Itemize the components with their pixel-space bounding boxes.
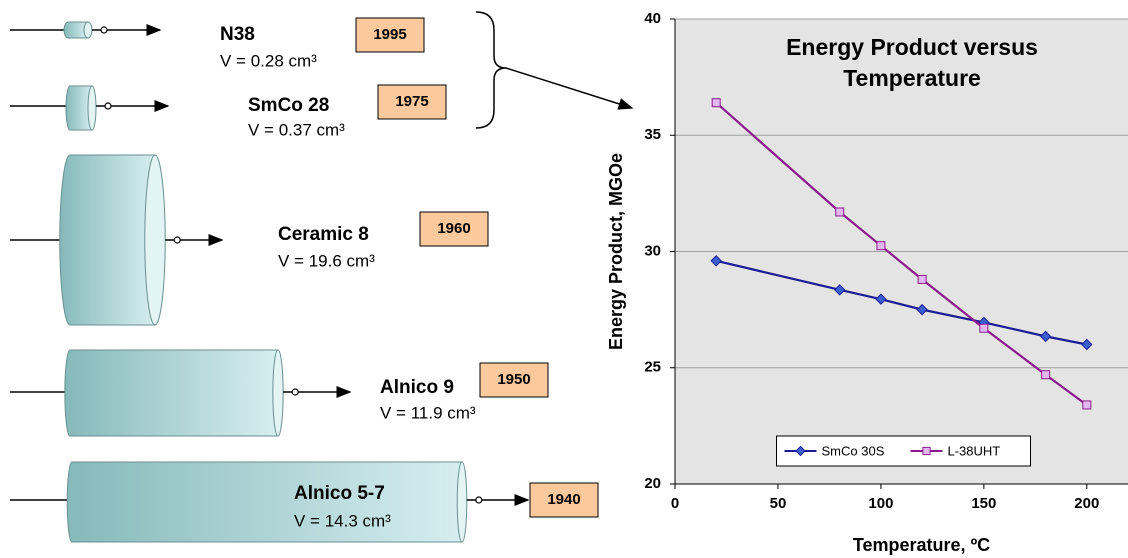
magnet [64, 349, 279, 437]
marker [917, 274, 927, 284]
field-dot [173, 236, 181, 244]
magnet [65, 85, 93, 131]
y-tick-label: 35 [644, 126, 661, 143]
x-tick-label: 50 [770, 495, 787, 512]
legend [776, 435, 1031, 467]
year-box [529, 482, 599, 518]
magnet-face [272, 349, 284, 437]
y-tick-label: 20 [644, 475, 661, 492]
magnet-face [144, 154, 166, 326]
y-tick-label: 30 [644, 242, 661, 259]
marker [835, 207, 845, 217]
magnet-volume: V = 0.28 cm³ [220, 51, 317, 70]
magnet [59, 154, 156, 326]
brace [475, 11, 507, 129]
marker [1082, 400, 1092, 410]
legend-label: SmCo 30S [822, 443, 885, 458]
year: 1960 [437, 220, 470, 237]
magnet-volume: V = 19.6 cm³ [278, 251, 375, 270]
magnet-face [83, 21, 93, 39]
magnet-name: SmCo 28 [248, 95, 329, 116]
marker [710, 255, 722, 267]
magnet-face [87, 85, 97, 131]
y-tick-label: 40 [644, 10, 661, 27]
field-dot [104, 102, 112, 110]
marker [795, 445, 806, 457]
marker [834, 284, 846, 296]
magnet-volume: V = 11.9 cm³ [380, 403, 476, 422]
year-box [419, 211, 489, 247]
marker [1041, 370, 1051, 380]
x-tick-label: 200 [1074, 495, 1099, 512]
magnet-face [456, 461, 468, 543]
marker [875, 293, 887, 305]
y-tick-label: 25 [644, 359, 661, 376]
year-box [479, 362, 549, 398]
marker [922, 446, 931, 456]
magnet [63, 21, 89, 39]
legend-label: L-38UHT [948, 443, 1001, 458]
magnet [66, 461, 463, 543]
year: 1975 [395, 93, 428, 110]
magnet-name: Ceramic 8 [278, 224, 369, 245]
magnet-name: Alnico 9 [380, 377, 454, 398]
magnet-name: N38 [220, 24, 255, 45]
x-tick-label: 0 [671, 495, 679, 512]
field-dot [100, 26, 108, 34]
year: 1995 [373, 26, 406, 43]
x-tick-label: 150 [971, 495, 996, 512]
field-dot [475, 496, 483, 504]
magnet-volume: V = 14.3 cm³ [294, 511, 391, 530]
marker [979, 323, 989, 333]
marker [1081, 338, 1093, 351]
marker [1039, 330, 1052, 343]
pointer-arrow [505, 67, 634, 110]
chart-title: Energy Product versus Temperature [786, 34, 1038, 91]
year-box [377, 84, 447, 120]
marker [916, 303, 928, 316]
x-axis-label: Temperature, ºC [853, 535, 990, 555]
year: 1940 [547, 491, 580, 508]
marker [711, 98, 721, 108]
y-axis-label: Energy Product, MGOe [606, 153, 626, 350]
marker [876, 241, 886, 251]
magnet-volume: V = 0.37 cm³ [248, 120, 345, 139]
year-box [355, 17, 425, 53]
x-tick-label: 100 [868, 495, 893, 512]
field-dot [291, 388, 299, 396]
year: 1950 [497, 371, 530, 388]
magnet-name: Alnico 5-7 [294, 483, 385, 504]
